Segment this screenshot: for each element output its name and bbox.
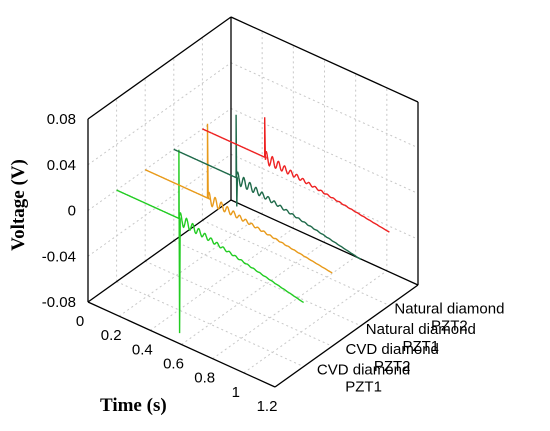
z-tick-label: CVD diamond PZT2	[346, 341, 439, 375]
back-wall-grid	[230, 16, 419, 286]
y-tick-label: 0	[68, 203, 76, 220]
series-line	[116, 149, 304, 334]
y-axis-title: Voltage (V)	[8, 159, 29, 251]
x-tick-label: 0.4	[132, 341, 153, 358]
back-grid-line	[230, 62, 419, 149]
x-axis-title: Time (s)	[100, 395, 167, 416]
z-tick-label: Natural diamond PZT1	[366, 321, 476, 355]
floor-grid-line	[212, 256, 356, 360]
y-tick-label: 0.08	[47, 111, 76, 128]
axes-box	[87, 16, 419, 388]
x-tick-label: 1	[232, 384, 240, 401]
floor-grid-line	[181, 242, 325, 345]
y-tick-label: -0.08	[42, 294, 76, 311]
box-edge	[230, 199, 419, 286]
floor-grid-line	[116, 281, 304, 368]
y-tick-label: -0.04	[42, 248, 76, 265]
x-tick-label: 0	[76, 313, 84, 330]
floor-grid-line	[173, 240, 362, 327]
left-grid-line	[87, 153, 232, 257]
floor-grid-line	[202, 219, 390, 306]
left-grid-line	[87, 62, 232, 166]
x-tick-labels: 0 0.2 0.4 0.6 0.8 1 1.2	[76, 313, 278, 415]
box-edge	[87, 301, 276, 388]
box-edge	[230, 16, 419, 103]
x-tick-label: 0.6	[163, 356, 184, 373]
series-line	[202, 117, 390, 233]
z-tick-label: Natural diamond PZT2	[394, 300, 504, 334]
x-tick-label: 1.2	[257, 398, 278, 415]
floor-grid-line	[150, 227, 294, 331]
series-group	[116, 114, 390, 334]
box-edge	[87, 16, 232, 120]
x-tick-label: 0.2	[101, 327, 122, 344]
box-edge	[87, 199, 232, 303]
series-line	[144, 123, 333, 274]
floor-grid-line	[243, 270, 388, 374]
floor-grid-line	[144, 260, 333, 347]
floor-grid	[87, 199, 419, 388]
floor-grid-line	[118, 213, 263, 317]
box-edge	[274, 284, 419, 388]
left-wall-grid	[87, 16, 232, 303]
x-tick-label: 0.8	[194, 370, 215, 387]
z-tick-label: CVD diamond PZT1	[317, 362, 410, 396]
y-tick-label: 0.04	[47, 157, 76, 174]
y-tick-labels: -0.08 -0.04 0 0.04 0.08	[42, 111, 76, 311]
series-line	[173, 114, 362, 260]
